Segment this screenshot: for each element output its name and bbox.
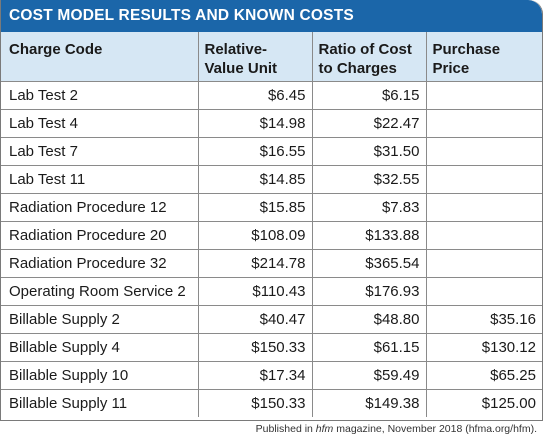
- caption-magazine: hfm: [315, 423, 334, 435]
- charge-code-cell: Billable Supply 10: [1, 361, 199, 390]
- purchase-price-cell: [426, 277, 542, 306]
- purchase-price-cell: [426, 249, 542, 278]
- purchase-price-cell: [426, 137, 542, 166]
- rcc-cell: $149.38: [312, 389, 427, 417]
- purchase-price-cell: $125.00: [481, 394, 536, 412]
- charge-code-cell: Billable Supply 2: [1, 305, 199, 334]
- charge-code-cell: Operating Room Service 2: [1, 277, 199, 306]
- charge-code-cell: Radiation Procedure 32: [1, 249, 199, 278]
- rvu-cell: $16.55: [198, 137, 313, 166]
- source-caption: Published in hfm magazine, November 2018…: [256, 423, 537, 435]
- table-row: Lab Test 2 $6.45 $6.15: [1, 81, 542, 110]
- caption-prefix: Published in: [255, 423, 316, 435]
- rcc-cell: $59.49: [312, 361, 427, 390]
- header-charge-code: Charge Code: [1, 32, 199, 82]
- header-rcc-line1: Ratio of Cost: [318, 41, 412, 58]
- rcc-cell: $176.93: [312, 277, 427, 306]
- purchase-price-cell: [426, 165, 542, 194]
- purchase-price-cell: [426, 221, 542, 250]
- rvu-cell: $110.43: [198, 277, 313, 306]
- rvu-cell: $150.33: [198, 389, 313, 417]
- rvu-cell: $14.85: [198, 165, 313, 194]
- table-row: Billable Supply 11 $150.33 $149.38 $125.…: [1, 389, 542, 417]
- table-row: Operating Room Service 2 $110.43 $176.93: [1, 277, 542, 306]
- rcc-cell: $365.54: [312, 249, 427, 278]
- rcc-cell: $6.15: [312, 81, 427, 110]
- rcc-cell: $31.50: [312, 137, 427, 166]
- purchase-price-cell: $35.16: [426, 305, 542, 334]
- rvu-cell: $14.98: [198, 109, 313, 138]
- rcc-cell: $32.55: [312, 165, 427, 194]
- header-ratio-of-cost: Ratio of Cost to Charges: [312, 32, 427, 82]
- charge-code-cell: Billable Supply 11: [1, 389, 199, 417]
- rvu-cell: $40.47: [198, 305, 313, 334]
- charge-code-cell: Radiation Procedure 12: [1, 193, 199, 222]
- table-row: Radiation Procedure 12 $15.85 $7.83: [1, 193, 542, 222]
- charge-code-cell: Lab Test 4: [1, 109, 199, 138]
- rvu-cell: $108.09: [198, 221, 313, 250]
- purchase-price-cell: $130.12: [426, 333, 542, 362]
- header-row: Charge Code Relative- Value Unit Ratio o…: [1, 32, 542, 82]
- charge-code-cell: Lab Test 11: [1, 165, 199, 194]
- table-row: Lab Test 11 $14.85 $32.55: [1, 165, 542, 194]
- purchase-price-cell: [426, 109, 542, 138]
- rcc-cell: $7.83: [312, 193, 427, 222]
- purchase-price-cell: $65.25: [426, 361, 542, 390]
- header-relative-value-unit: Relative- Value Unit: [198, 32, 313, 82]
- rvu-cell: $150.33: [198, 333, 313, 362]
- rcc-cell: $22.47: [312, 109, 427, 138]
- header-rvu-line1: Relative-: [204, 41, 268, 58]
- charge-code-cell: Lab Test 7: [1, 137, 199, 166]
- header-pp-line1: Purchase: [432, 41, 501, 58]
- rcc-cell: $61.15: [312, 333, 427, 362]
- table-row: Lab Test 7 $16.55 $31.50: [1, 137, 542, 166]
- rcc-cell: $48.80: [312, 305, 427, 334]
- rvu-cell: $214.78: [198, 249, 313, 278]
- table-row: Billable Supply 4 $150.33 $61.15 $130.12: [1, 333, 542, 362]
- rvu-cell: $6.45: [198, 81, 313, 110]
- table-row: Radiation Procedure 20 $108.09 $133.88: [1, 221, 542, 250]
- table-row: Billable Supply 10 $17.34 $59.49 $65.25: [1, 361, 542, 390]
- table-panel: COST MODEL RESULTS AND KNOWN COSTS Charg…: [0, 0, 543, 421]
- table-row: Radiation Procedure 32 $214.78 $365.54: [1, 249, 542, 278]
- cost-table: Charge Code Relative- Value Unit Ratio o…: [1, 32, 542, 417]
- rcc-cell: $133.88: [312, 221, 427, 250]
- charge-code-cell: Lab Test 2: [1, 81, 199, 110]
- header-purchase-price: Purchase Price: [426, 32, 542, 82]
- table-row: Billable Supply 2 $40.47 $48.80 $35.16: [1, 305, 542, 334]
- charge-code-cell: Billable Supply 4: [1, 333, 199, 362]
- table-title: COST MODEL RESULTS AND KNOWN COSTS: [1, 0, 542, 32]
- caption-suffix: magazine, November 2018 (hfma.org/hfm).: [333, 423, 537, 435]
- header-charge-code-label: Charge Code: [9, 41, 103, 58]
- purchase-price-cell: [426, 81, 542, 110]
- charge-code-cell: Radiation Procedure 20: [1, 221, 199, 250]
- header-pp-line2: Price: [432, 60, 470, 77]
- purchase-price-cell: [426, 193, 542, 222]
- header-rvu-line2: Value Unit: [204, 60, 278, 77]
- rvu-cell: $15.85: [198, 193, 313, 222]
- table-row: Lab Test 4 $14.98 $22.47: [1, 109, 542, 138]
- rvu-cell: $17.34: [198, 361, 313, 390]
- header-rcc-line2: to Charges: [318, 60, 397, 77]
